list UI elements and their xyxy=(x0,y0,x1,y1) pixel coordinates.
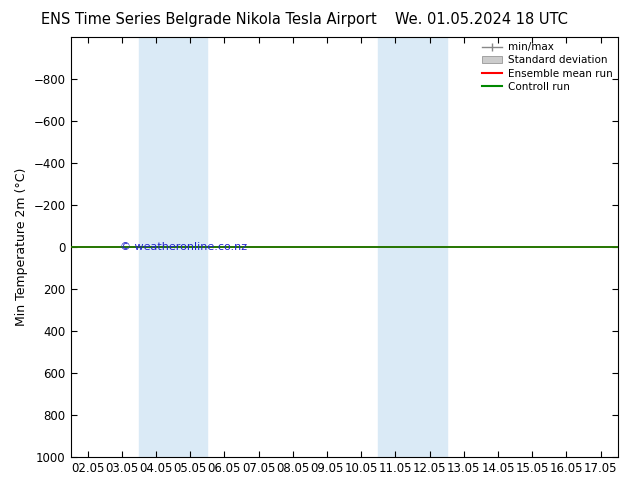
Legend: min/max, Standard deviation, Ensemble mean run, Controll run: min/max, Standard deviation, Ensemble me… xyxy=(482,42,612,92)
Text: We. 01.05.2024 18 UTC: We. 01.05.2024 18 UTC xyxy=(396,12,568,27)
Bar xyxy=(139,37,207,457)
Bar xyxy=(378,37,446,457)
Y-axis label: Min Temperature 2m (°C): Min Temperature 2m (°C) xyxy=(15,168,28,326)
Text: ENS Time Series Belgrade Nikola Tesla Airport: ENS Time Series Belgrade Nikola Tesla Ai… xyxy=(41,12,377,27)
Text: © weatheronline.co.nz: © weatheronline.co.nz xyxy=(120,242,247,252)
